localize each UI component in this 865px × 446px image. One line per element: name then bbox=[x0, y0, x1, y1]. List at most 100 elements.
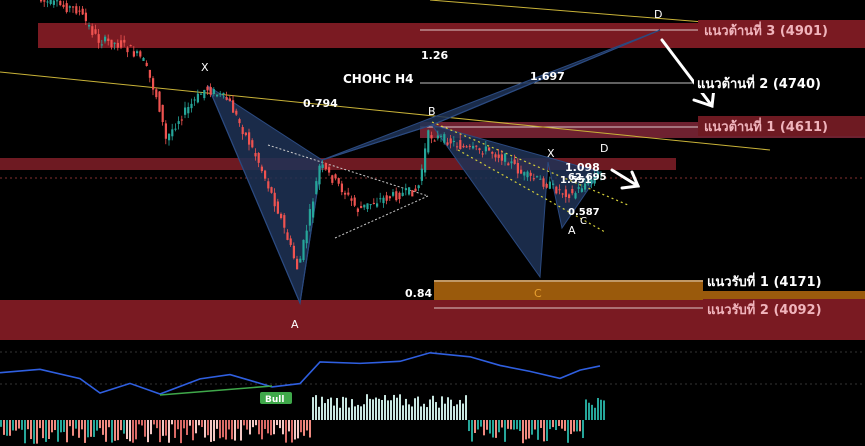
histogram-bar bbox=[225, 420, 227, 440]
histogram-bar bbox=[156, 420, 158, 429]
histogram-bar bbox=[45, 420, 47, 442]
candle-body bbox=[126, 47, 129, 53]
candle-body bbox=[113, 42, 116, 44]
candle-body bbox=[452, 140, 455, 143]
candle-body bbox=[392, 192, 395, 196]
histogram-bar bbox=[39, 420, 41, 429]
point-d-left: D bbox=[654, 8, 662, 21]
histogram-bar bbox=[216, 420, 218, 429]
resistance-2-label: แนวต้านที่ 2 (4740) bbox=[697, 74, 821, 92]
histogram-bar bbox=[312, 397, 314, 420]
candle-body bbox=[404, 188, 407, 191]
candle-body bbox=[507, 163, 510, 166]
point-a-right: A bbox=[568, 224, 576, 237]
ratio-084: 0.84 bbox=[405, 287, 432, 300]
candle-body bbox=[318, 165, 321, 185]
histogram-bar bbox=[9, 420, 11, 436]
point-labels: X A B C D X A C D bbox=[201, 8, 662, 331]
histogram-bar bbox=[6, 420, 8, 436]
histogram-bar bbox=[396, 397, 398, 420]
candle-body bbox=[212, 89, 215, 94]
histogram-bar bbox=[255, 420, 257, 426]
candle-body bbox=[312, 201, 315, 218]
histogram-bar bbox=[210, 420, 212, 442]
candle-body bbox=[196, 93, 199, 103]
candle-body bbox=[529, 172, 532, 176]
histogram-bar bbox=[318, 406, 320, 420]
arrow-down-shaft bbox=[660, 38, 714, 108]
candle-body bbox=[475, 145, 478, 147]
histogram-bar bbox=[267, 420, 269, 434]
histogram-bar bbox=[87, 420, 89, 438]
candle-body bbox=[257, 152, 260, 163]
candle-body bbox=[129, 45, 132, 47]
candle-body bbox=[152, 78, 155, 90]
histogram-bar bbox=[270, 420, 272, 436]
histogram-bar bbox=[477, 420, 479, 430]
histogram-bar bbox=[207, 420, 209, 436]
candle-body bbox=[203, 89, 206, 99]
candle-body bbox=[315, 181, 318, 195]
point-x-right: X bbox=[547, 147, 555, 160]
histogram-bar bbox=[63, 420, 65, 432]
histogram-bar bbox=[459, 399, 461, 420]
candle-body bbox=[417, 185, 420, 189]
candle-body bbox=[81, 8, 84, 15]
histogram-bar bbox=[84, 420, 86, 443]
histogram-bar bbox=[438, 407, 440, 420]
candle-body bbox=[548, 181, 551, 189]
candle-body bbox=[174, 128, 177, 130]
histogram-bar bbox=[405, 398, 407, 420]
candle-body bbox=[94, 29, 97, 34]
candle-body bbox=[120, 40, 123, 48]
histogram-bar bbox=[552, 420, 554, 428]
histogram-bar bbox=[120, 420, 122, 431]
histogram-bar bbox=[69, 420, 71, 427]
candle-body bbox=[542, 178, 545, 187]
candle-body bbox=[267, 181, 270, 189]
candle-body bbox=[353, 197, 356, 206]
candle-body bbox=[552, 183, 555, 185]
histogram-bar bbox=[96, 420, 98, 431]
zones bbox=[0, 23, 865, 340]
histogram-bar bbox=[432, 395, 434, 420]
candle-body bbox=[545, 183, 548, 188]
candle-body bbox=[395, 191, 398, 201]
histogram-bar bbox=[471, 420, 473, 442]
candle-body bbox=[331, 175, 334, 183]
candle-body bbox=[568, 194, 571, 199]
histogram-bar bbox=[258, 420, 260, 435]
triangle-lower bbox=[334, 195, 429, 239]
candle-body bbox=[356, 208, 359, 212]
resistance-1-label: แนวต้านที่ 1 (4611) bbox=[704, 117, 828, 135]
candle-body bbox=[500, 154, 503, 161]
candle-body bbox=[43, 0, 46, 2]
candle-body bbox=[244, 132, 247, 136]
rsi-line bbox=[0, 351, 601, 395]
candle-body bbox=[78, 10, 81, 12]
histogram-bar bbox=[129, 420, 131, 442]
histogram-bar bbox=[246, 420, 248, 430]
histogram-bar bbox=[159, 420, 161, 443]
candle-body bbox=[65, 3, 68, 13]
histogram-bar bbox=[360, 406, 362, 420]
histogram-bar bbox=[189, 420, 191, 426]
candle-body bbox=[532, 178, 535, 180]
candle-body bbox=[360, 206, 363, 208]
histogram-bar bbox=[513, 420, 515, 430]
histogram-bar bbox=[81, 420, 83, 430]
histogram-bar bbox=[342, 396, 344, 420]
candle-body bbox=[459, 140, 462, 150]
point-c-right: C bbox=[580, 216, 587, 227]
candle-body bbox=[62, 4, 65, 7]
histogram-bar bbox=[183, 420, 185, 429]
histogram-bar bbox=[573, 420, 575, 432]
candle-body bbox=[209, 86, 212, 95]
ratio-1697: 1.697 bbox=[530, 70, 565, 83]
arrow-right-head bbox=[620, 170, 641, 190]
histogram-bar bbox=[525, 420, 527, 440]
histogram-bar bbox=[309, 420, 311, 438]
candle-body bbox=[168, 133, 171, 141]
candle-body bbox=[523, 172, 526, 176]
candle-body bbox=[478, 148, 481, 151]
